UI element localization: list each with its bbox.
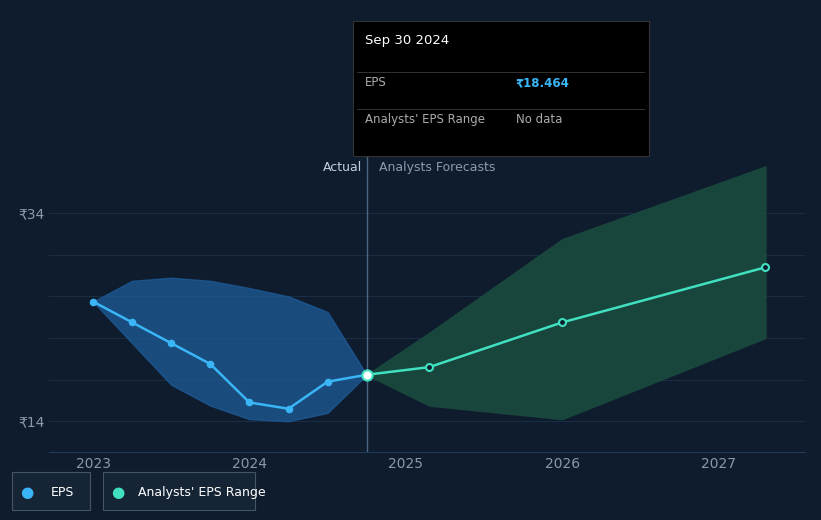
Point	[282, 405, 295, 413]
Point	[243, 398, 256, 407]
Text: ●: ●	[111, 486, 124, 500]
Point	[360, 371, 374, 379]
Text: Analysts Forecasts: Analysts Forecasts	[379, 161, 496, 174]
Point	[126, 318, 139, 327]
Text: No data: No data	[516, 113, 562, 126]
Text: Actual: Actual	[323, 161, 362, 174]
Point	[165, 339, 178, 347]
Point	[423, 363, 436, 371]
Text: EPS: EPS	[365, 76, 387, 89]
Point	[321, 378, 334, 386]
Text: EPS: EPS	[51, 487, 74, 499]
Text: ₹18.464: ₹18.464	[516, 76, 570, 89]
Point	[759, 263, 772, 271]
Text: Sep 30 2024: Sep 30 2024	[365, 34, 450, 47]
Text: Analysts' EPS Range: Analysts' EPS Range	[138, 487, 265, 499]
Point	[360, 371, 374, 379]
Text: Analysts' EPS Range: Analysts' EPS Range	[365, 113, 485, 126]
Text: ●: ●	[21, 486, 34, 500]
Point	[556, 318, 569, 327]
Point	[204, 360, 217, 368]
Point	[86, 297, 99, 306]
